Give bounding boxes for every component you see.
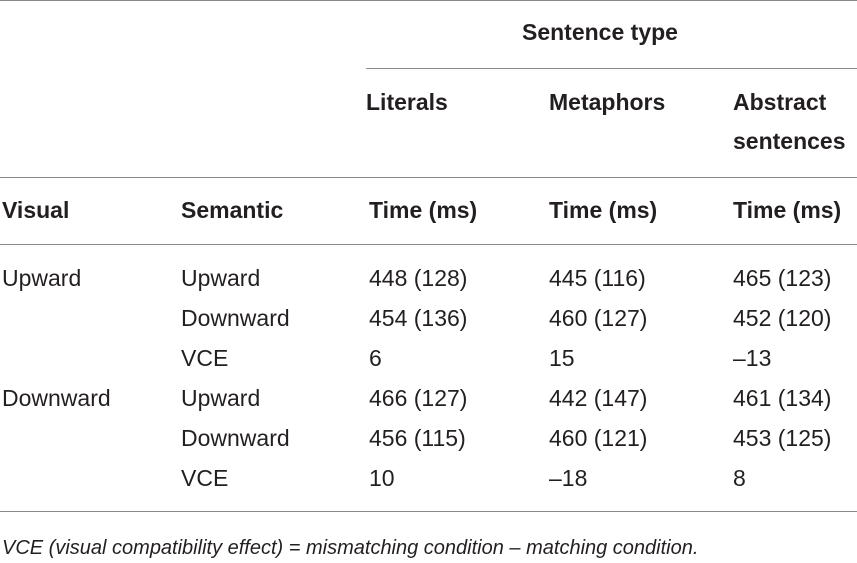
column-head-rule	[0, 244, 857, 245]
table-row-cell-semantic: Downward	[181, 425, 290, 451]
table-row-cell-metaphors: 15	[549, 345, 575, 371]
header-metaphors: Metaphors	[549, 89, 666, 115]
table-row-cell-metaphors: 442 (147)	[549, 385, 648, 411]
bottom-rule	[0, 511, 857, 512]
header-abstract-line1: Abstract	[733, 89, 827, 115]
spanner-rule	[366, 68, 857, 69]
header-rule	[0, 177, 857, 178]
table-row-cell-abstract: 461 (134)	[733, 385, 832, 411]
table-row-cell-abstract: 452 (120)	[733, 305, 832, 331]
table-row-cell-literals: 10	[369, 465, 395, 491]
table-row-cell-abstract: –13	[733, 345, 772, 371]
table-row-cell-semantic: Upward	[181, 385, 261, 411]
header-literals: Literals	[366, 89, 448, 115]
table-row-cell-abstract: 465 (123)	[733, 265, 832, 291]
table-row-cell-visual: Upward	[2, 265, 82, 291]
table-row-cell-literals: 454 (136)	[369, 305, 468, 331]
table-footnote: VCE (visual compatibility effect) = mism…	[2, 537, 699, 559]
table-row-cell-metaphors: 460 (127)	[549, 305, 648, 331]
table-row-cell-semantic: VCE	[181, 345, 229, 371]
header-abstract-line2: sentences	[733, 128, 846, 154]
table-row-cell-abstract: 453 (125)	[733, 425, 832, 451]
table-row-cell-literals: 6	[369, 345, 382, 371]
table-row-cell-semantic: Upward	[181, 265, 261, 291]
column-time-literals: Time (ms)	[369, 197, 478, 223]
column-time-abstract: Time (ms)	[733, 197, 842, 223]
table-row-cell-semantic: Downward	[181, 305, 290, 331]
table-row-cell-metaphors: 460 (121)	[549, 425, 648, 451]
column-time-metaphors: Time (ms)	[549, 197, 658, 223]
table-row-cell-literals: 466 (127)	[369, 385, 468, 411]
spanner-header: Sentence type	[522, 19, 678, 45]
column-visual: Visual	[2, 197, 70, 223]
table-row-cell-literals: 456 (115)	[369, 425, 466, 451]
table-row-cell-semantic: VCE	[181, 465, 229, 491]
table-row-cell-metaphors: 445 (116)	[549, 265, 646, 291]
table-row-cell-abstract: 8	[733, 465, 746, 491]
top-rule	[0, 0, 857, 1]
column-semantic: Semantic	[181, 197, 284, 223]
table-row-cell-literals: 448 (128)	[369, 265, 468, 291]
table-row-cell-metaphors: –18	[549, 465, 588, 491]
table-row-cell-visual: Downward	[2, 385, 111, 411]
